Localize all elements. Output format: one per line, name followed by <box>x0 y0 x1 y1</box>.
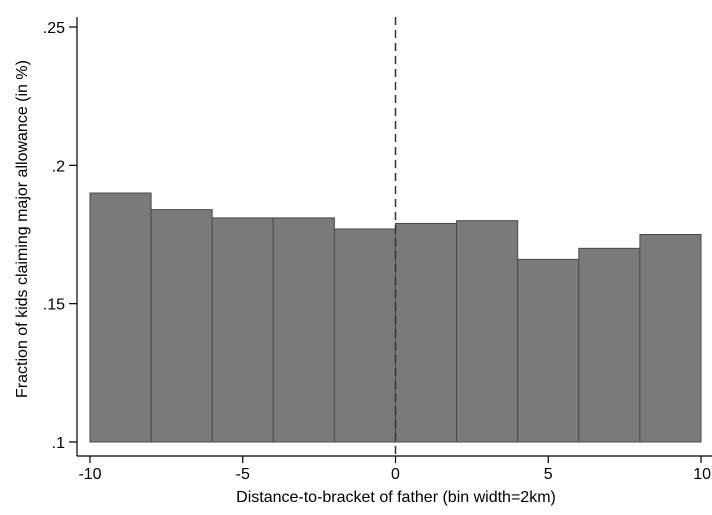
bar-7 <box>456 220 519 443</box>
x-axis: -10 -5 0 5 10 <box>77 455 712 483</box>
y-tick-label-1: .1 <box>52 435 65 452</box>
x-axis-title: Distance-to-bracket of father (bin width… <box>236 489 556 506</box>
x-tick-label-1: -10 <box>78 466 101 483</box>
bar-3 <box>211 217 274 443</box>
y-tick-label-2: .15 <box>43 297 65 314</box>
bar-6 <box>395 222 458 443</box>
bar-1 <box>89 192 152 443</box>
y-axis: .1 .15 .2 .25 <box>43 17 78 456</box>
bars-group <box>89 192 702 443</box>
x-tick-label-4: 5 <box>544 466 553 483</box>
y-axis-title: Fraction of kids claiming major allowanc… <box>14 60 31 398</box>
x-tick-label-2: -5 <box>236 466 250 483</box>
bar-5 <box>333 228 396 443</box>
bar-10 <box>639 234 702 443</box>
bar-8 <box>517 258 580 443</box>
bar-4 <box>272 217 335 443</box>
x-tick-label-3: 0 <box>391 466 400 483</box>
y-tick-label-4: .25 <box>43 20 65 37</box>
bar-2 <box>150 209 213 443</box>
bar-9 <box>578 247 641 443</box>
x-tick-label-5: 10 <box>693 466 711 483</box>
y-tick-label-3: .2 <box>52 158 65 175</box>
